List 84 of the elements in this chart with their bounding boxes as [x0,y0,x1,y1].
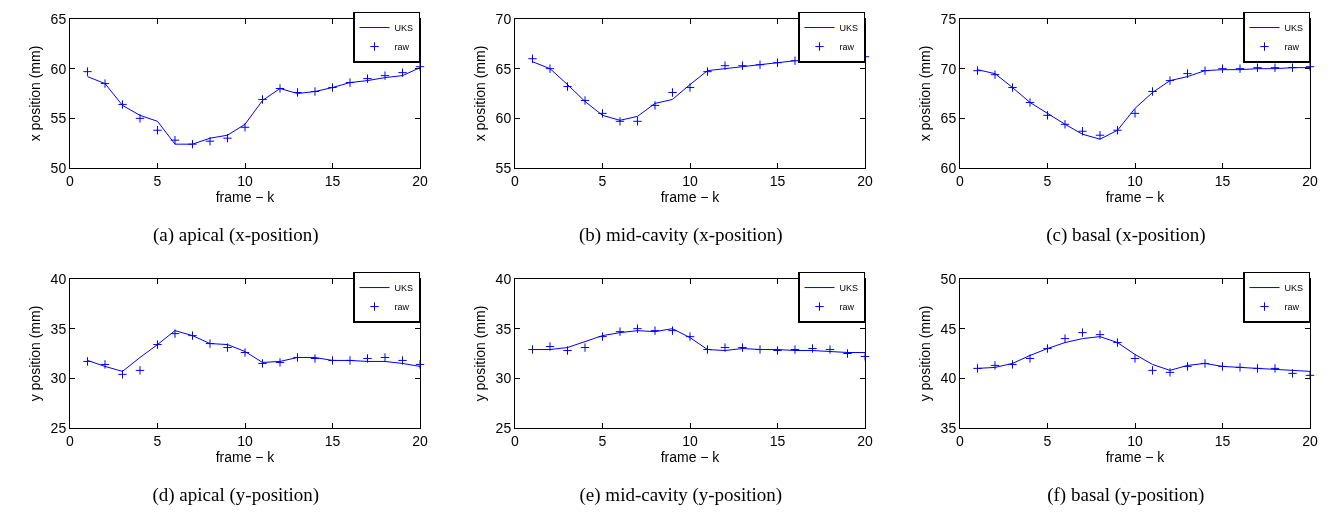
legend-label: UKS [394,283,414,294]
legend-label: raw [394,302,410,313]
y-tick-label: 60 [940,159,957,176]
x-tick-label: 10 [237,432,253,449]
y-tick-label: 50 [50,159,67,176]
x-axis-title: frame − k [1105,449,1166,466]
y-axis-title: x position (mm) [27,45,44,142]
y-tick-label: 55 [50,110,67,127]
y-axis-title: x position (mm) [917,45,934,142]
x-tick-label: 20 [1302,172,1318,189]
x-tick-label: 5 [153,172,162,189]
legend-label: UKS [1284,23,1304,34]
x-tick-label: 20 [412,432,428,449]
x-tick-label: 5 [1043,432,1052,449]
y-tick-label: 25 [50,419,67,436]
y-tick-label: 70 [940,60,957,77]
y-tick-label: 65 [940,110,957,127]
text: (e) mid-cavity (y-position) [579,483,783,506]
x-axis-title: frame − k [660,189,721,206]
x-tick-label: 5 [1043,172,1052,189]
text: (b) mid-cavity (x-position) [579,223,783,246]
x-axis-title: frame − k [215,189,276,206]
x-tick-label: 10 [1127,172,1143,189]
legend-label: raw [839,42,855,53]
x-tick-label: 5 [153,432,162,449]
text: (d) apical (y-position) [152,483,320,506]
x-tick-label: 0 [66,172,75,189]
y-tick-label: 60 [495,110,512,127]
y-tick-label: 35 [495,320,512,337]
x-axis-title: frame − k [215,449,276,466]
y-tick-label: 65 [495,60,512,77]
legend-label: UKS [839,283,859,294]
legend-label: UKS [394,23,414,34]
y-tick-label: 65 [50,10,67,27]
x-tick-label: 0 [511,432,520,449]
x-tick-label: 0 [66,432,75,449]
y-tick-label: 40 [495,270,512,287]
y-tick-label: 35 [940,419,957,436]
y-tick-label: 40 [940,370,957,387]
legend-label: raw [1284,42,1300,53]
x-tick-label: 15 [769,432,786,449]
x-tick-label: 10 [1127,432,1143,449]
x-tick-label: 20 [1302,432,1318,449]
legend-label: UKS [1284,283,1304,294]
legend-label: raw [839,302,855,313]
x-axis-title: frame − k [660,449,721,466]
x-tick-label: 0 [956,172,965,189]
y-axis-title: y position (mm) [27,305,44,402]
x-tick-label: 10 [237,172,253,189]
x-tick-label: 20 [412,172,428,189]
y-axis-title: y position (mm) [472,305,489,402]
y-tick-label: 45 [940,320,957,337]
y-axis-title: x position (mm) [472,45,489,142]
x-tick-label: 10 [682,172,698,189]
legend-label: UKS [839,23,859,34]
y-tick-label: 55 [495,159,512,176]
x-tick-label: 15 [769,172,786,189]
y-tick-label: 35 [50,320,67,337]
x-tick-label: 15 [1214,172,1231,189]
y-axis-title: y position (mm) [917,305,934,402]
legend-label: raw [1284,302,1300,313]
y-tick-label: 30 [50,370,67,387]
x-tick-label: 0 [956,432,965,449]
x-tick-label: 20 [857,432,873,449]
y-tick-label: 60 [50,60,67,77]
x-axis-title: frame − k [1105,189,1166,206]
text: (a) apical (x-position) [153,223,319,246]
y-tick-label: 40 [50,270,67,287]
legend-label: raw [394,42,410,53]
y-tick-label: 25 [495,419,512,436]
x-tick-label: 5 [598,172,607,189]
y-tick-label: 70 [495,10,512,27]
text: (c) basal (x-position) [1046,223,1206,246]
y-tick-label: 30 [495,370,512,387]
y-tick-label: 75 [940,10,957,27]
x-tick-label: 20 [857,172,873,189]
x-tick-label: 15 [324,432,341,449]
x-tick-label: 10 [682,432,698,449]
y-tick-label: 50 [940,270,957,287]
x-tick-label: 5 [598,432,607,449]
x-tick-label: 0 [511,172,520,189]
text: (f) basal (y-position) [1047,483,1205,506]
x-tick-label: 15 [324,172,341,189]
x-tick-label: 15 [1214,432,1231,449]
